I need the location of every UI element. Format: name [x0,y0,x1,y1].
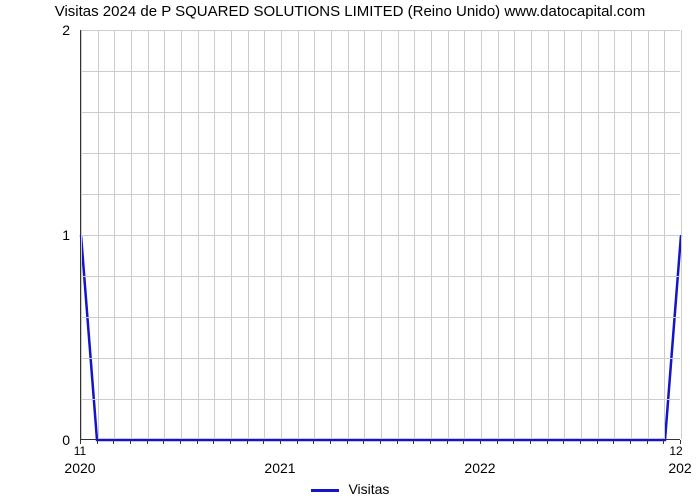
grid-v-minor [98,30,99,439]
legend-label: Visitas [348,481,389,497]
legend-swatch [311,489,339,492]
grid-v-minor [598,30,599,439]
grid-v-minor [114,30,115,439]
grid-v-minor [298,30,299,439]
grid-v-minor [398,30,399,439]
x-tick-label: 2020 [64,460,95,476]
x-tick-label: 2021 [264,460,295,476]
grid-v-major [681,30,682,439]
x-minor-tick [163,440,164,444]
x-minor-tick [563,440,564,444]
grid-v-minor [164,30,165,439]
grid-v-minor [214,30,215,439]
y-tick-label: 1 [0,227,70,243]
grid-v-minor [381,30,382,439]
x-tick-label: 2022 [464,460,495,476]
plot-area [80,30,680,440]
x-minor-tick [447,440,448,444]
grid-v-minor [614,30,615,439]
grid-v-minor [514,30,515,439]
month-label: 12 [669,444,682,458]
grid-v-minor [364,30,365,439]
grid-v-major [81,30,82,439]
grid-v-minor [431,30,432,439]
grid-v-minor [148,30,149,439]
grid-v-minor [264,30,265,439]
grid-v-minor [314,30,315,439]
grid-v-minor [348,30,349,439]
x-minor-tick [480,440,481,444]
x-minor-tick [347,440,348,444]
x-minor-tick [147,440,148,444]
grid-v-minor [648,30,649,439]
x-minor-tick [230,440,231,444]
x-minor-tick [363,440,364,444]
grid-v-minor [131,30,132,439]
grid-v-major [281,30,282,439]
chart-title: Visitas 2024 de P SQUARED SOLUTIONS LIMI… [0,3,700,20]
y-tick-label: 0 [0,432,70,448]
grid-v-minor [664,30,665,439]
grid-v-minor [198,30,199,439]
x-minor-tick [330,440,331,444]
x-minor-tick [530,440,531,444]
legend: Visitas [0,481,700,497]
x-minor-tick [113,440,114,444]
x-minor-tick [180,440,181,444]
grid-v-minor [331,30,332,439]
grid-v-minor [231,30,232,439]
grid-v-minor [414,30,415,439]
grid-v-minor [631,30,632,439]
y-tick-label: 2 [0,22,70,38]
x-minor-tick [263,440,264,444]
x-minor-tick [413,440,414,444]
x-minor-tick [397,440,398,444]
grid-v-minor [464,30,465,439]
x-minor-tick [197,440,198,444]
x-minor-tick [130,440,131,444]
x-tick-label: 202 [668,460,691,476]
x-minor-tick [647,440,648,444]
x-minor-tick [547,440,548,444]
x-minor-tick [513,440,514,444]
x-minor-tick [663,440,664,444]
x-minor-tick [597,440,598,444]
grid-v-minor [531,30,532,439]
x-minor-tick [97,440,98,444]
grid-v-minor [448,30,449,439]
x-minor-tick [213,440,214,444]
grid-v-major [481,30,482,439]
x-minor-tick [613,440,614,444]
grid-v-minor [248,30,249,439]
x-minor-tick [313,440,314,444]
grid-v-minor [181,30,182,439]
x-minor-tick [497,440,498,444]
x-minor-tick [463,440,464,444]
x-minor-tick [580,440,581,444]
x-minor-tick [430,440,431,444]
x-minor-tick [380,440,381,444]
x-minor-tick [297,440,298,444]
month-label: 11 [74,444,86,458]
x-minor-tick [280,440,281,444]
grid-v-minor [581,30,582,439]
grid-v-minor [564,30,565,439]
grid-v-minor [548,30,549,439]
x-minor-tick [630,440,631,444]
x-minor-tick [247,440,248,444]
grid-v-minor [498,30,499,439]
